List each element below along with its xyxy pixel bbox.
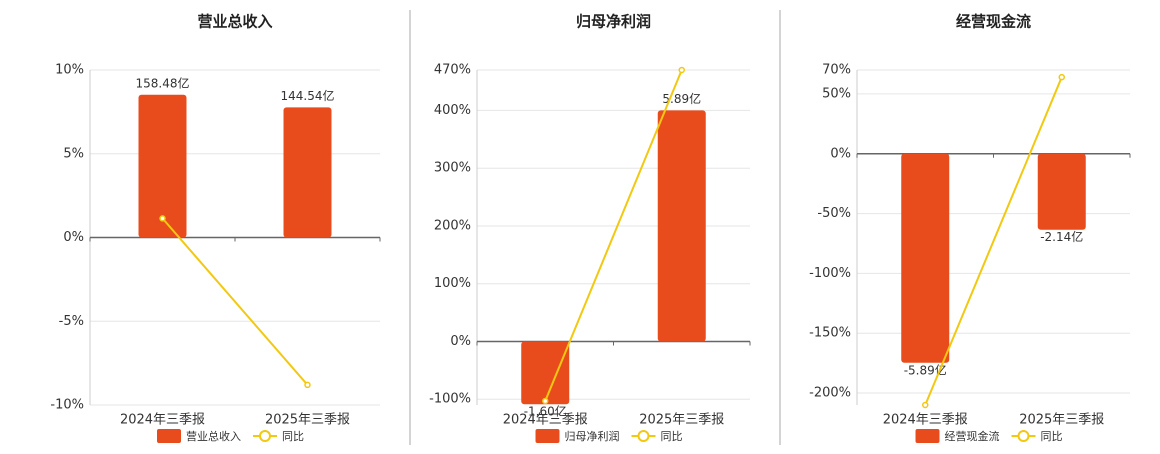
- x-tick-label: 2025年三季报: [265, 413, 350, 428]
- y-tick-label: 470%: [434, 63, 471, 78]
- chart-title: 经营现金流: [956, 13, 1031, 31]
- point: [159, 215, 166, 222]
- chart-title: 营业总收入: [197, 13, 272, 31]
- y-tick-label: 300%: [434, 161, 471, 176]
- value-label: 144.54亿: [281, 88, 335, 103]
- point: [1058, 73, 1065, 81]
- y-tick-label: -100%: [809, 266, 851, 281]
- legend-icon: [637, 430, 650, 442]
- bar: [138, 94, 187, 238]
- bar: [1037, 153, 1086, 230]
- bar: [521, 341, 570, 405]
- bar: [283, 107, 332, 238]
- legend-label: 归母净利润: [565, 429, 620, 443]
- y-tick-label: -10%: [50, 398, 84, 413]
- point: [304, 381, 311, 389]
- y-tick-label: 200%: [434, 218, 471, 233]
- legend-icon: [915, 429, 940, 443]
- y-tick-label: 70%: [822, 63, 851, 78]
- bar: [901, 153, 950, 363]
- y-tick-label: -5%: [59, 314, 84, 329]
- x-tick-label: 2024年三季报: [883, 413, 968, 428]
- chart-title: 归母净利润: [576, 13, 651, 31]
- x-tick-label: 2024年三季报: [120, 413, 205, 428]
- legend-label: 经营现金流: [945, 429, 1000, 443]
- line: [544, 69, 683, 402]
- y-tick-label: -200%: [809, 386, 851, 401]
- bar: [657, 110, 706, 342]
- value-label: -1.60亿: [524, 404, 567, 419]
- x-tick-label: 2025年三季报: [1019, 413, 1104, 428]
- y-tick-label: 5%: [63, 146, 84, 161]
- line: [161, 217, 309, 386]
- point: [922, 401, 929, 409]
- legend-label: 同比: [1041, 430, 1063, 443]
- y-tick-label: -150%: [809, 326, 851, 341]
- value-label: -2.14亿: [1040, 229, 1083, 244]
- y-tick-label: 0%: [63, 230, 84, 245]
- legend-label: 营业总收入: [186, 429, 241, 443]
- legend-icon: [1017, 430, 1030, 442]
- y-tick-label: 400%: [434, 103, 471, 118]
- legend-icon: [157, 429, 181, 443]
- y-tick-label: -100%: [429, 392, 471, 407]
- y-tick-label: 50%: [822, 86, 851, 101]
- y-tick-label: 0%: [450, 334, 471, 349]
- x-tick-label: 2024年三季报: [503, 413, 588, 428]
- legend-label: 同比: [282, 430, 304, 443]
- legend-label: 同比: [661, 430, 683, 443]
- value-label: 158.48亿: [136, 75, 190, 90]
- point: [542, 397, 549, 405]
- x-tick-label: 2025年三季报: [639, 413, 724, 428]
- legend-icon: [259, 430, 271, 442]
- y-tick-label: 100%: [434, 276, 471, 291]
- point: [678, 66, 685, 74]
- legend-icon: [535, 429, 560, 443]
- y-tick-label: 10%: [55, 63, 84, 78]
- line: [924, 76, 1063, 406]
- value-label: -5.89亿: [904, 362, 947, 377]
- y-tick-label: -50%: [817, 206, 851, 221]
- y-tick-label: 0%: [830, 146, 851, 161]
